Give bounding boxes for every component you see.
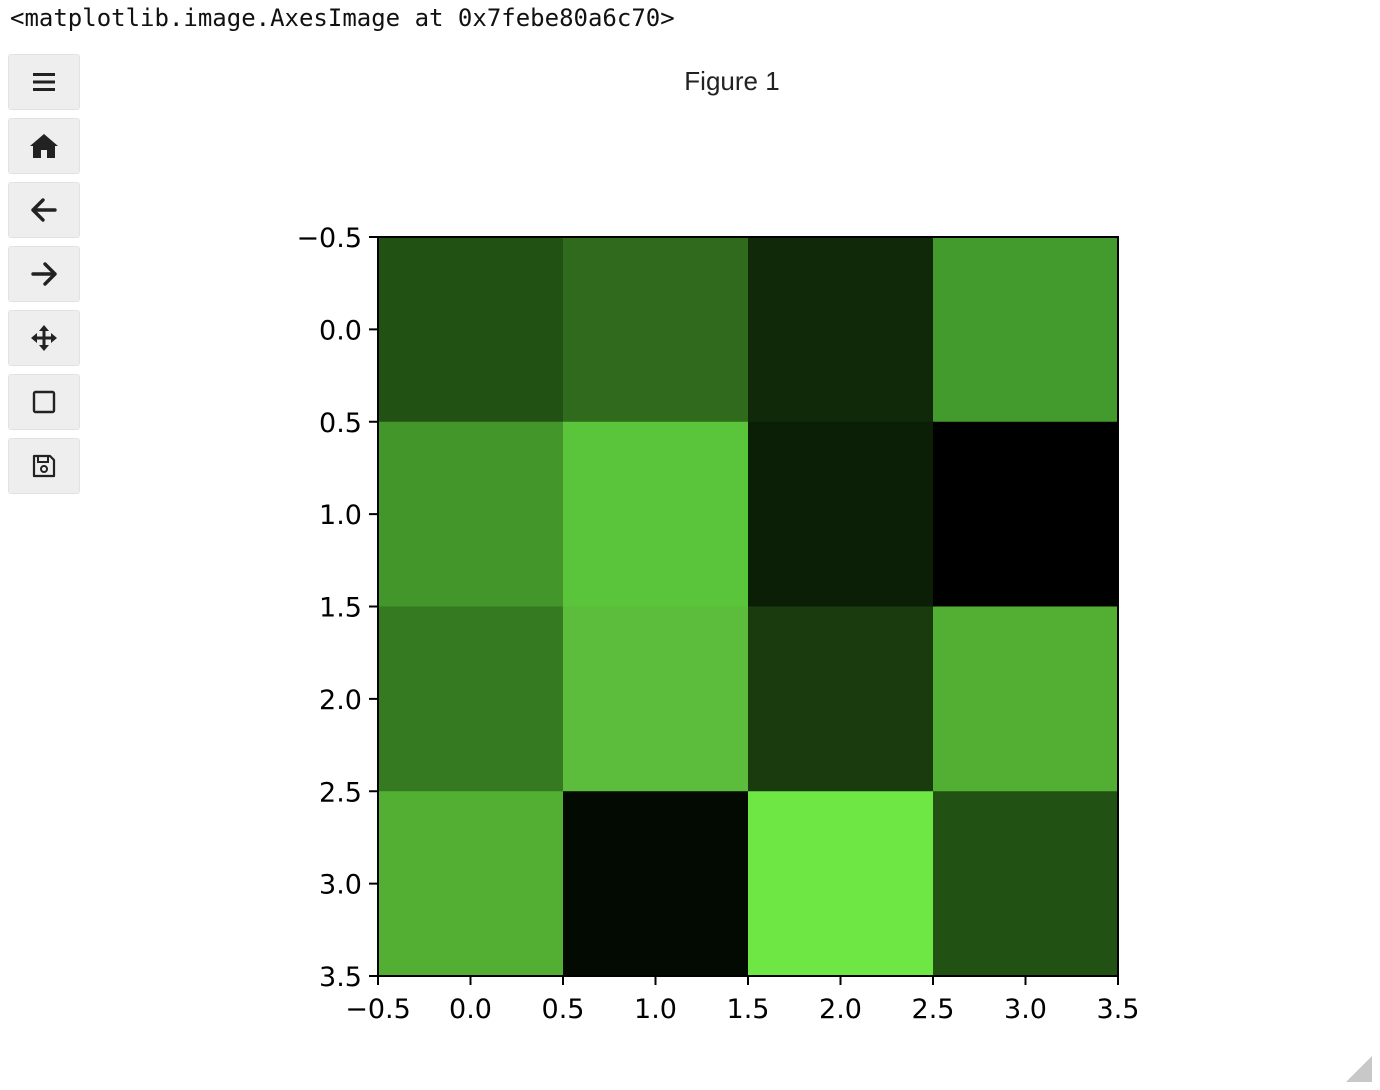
y-tick-label: 3.5 [319,962,362,993]
x-tick-label: 0.5 [542,994,585,1025]
figure-title: Figure 1 [684,66,780,96]
forward-arrow-icon [31,262,57,286]
heatmap-cell [563,606,749,792]
home-button[interactable] [8,118,80,174]
heatmap-cell [933,421,1119,607]
y-tick-label: 1.0 [319,500,362,531]
heatmap-cell [378,606,564,792]
heatmap-cell [748,606,934,792]
output-repr-text: <matplotlib.image.AxesImage at 0x7febe80… [10,4,675,32]
zoom-button[interactable] [8,374,80,430]
menu-icon [33,73,55,91]
y-tick-label: 0.0 [319,315,362,346]
save-icon [32,454,56,478]
heatmap-cell [748,421,934,607]
back-arrow-icon [31,198,57,222]
save-button[interactable] [8,438,80,494]
y-tick-label: 2.5 [319,777,362,808]
forward-button[interactable] [8,246,80,302]
heatmap-cell [563,791,749,977]
y-tick-label: 2.0 [319,685,362,716]
zoom-rect-icon [32,390,56,414]
move-icon [31,325,57,351]
heatmap-cell [378,421,564,607]
y-tick-label: −0.5 [296,223,362,254]
heatmap-cell [378,237,564,423]
heatmap-cell [933,237,1119,423]
x-tick-label: 1.0 [634,994,677,1025]
x-tick-label: 3.0 [1004,994,1047,1025]
heatmap-cell [933,791,1119,977]
menu-button[interactable] [8,54,80,110]
x-tick-label: 3.5 [1097,994,1140,1025]
x-tick-label: 1.5 [727,994,770,1025]
resize-handle[interactable] [1346,1056,1372,1082]
heatmap-cell [933,606,1119,792]
back-button[interactable] [8,182,80,238]
x-tick-label: −0.5 [345,994,411,1025]
y-tick-label: 1.5 [319,593,362,624]
home-icon [30,134,58,158]
heatmap-cell [563,421,749,607]
y-tick-label: 3.0 [319,870,362,901]
y-tick-label: 0.5 [319,408,362,439]
x-tick-label: 2.5 [912,994,955,1025]
x-tick-label: 2.0 [819,994,862,1025]
pan-button[interactable] [8,310,80,366]
heatmap-cell [748,791,934,977]
heatmap-cell [748,237,934,423]
heatmap-cell [563,237,749,423]
figure-toolbar [8,54,80,502]
heatmap-cell [378,791,564,977]
x-tick-label: 0.0 [449,994,492,1025]
